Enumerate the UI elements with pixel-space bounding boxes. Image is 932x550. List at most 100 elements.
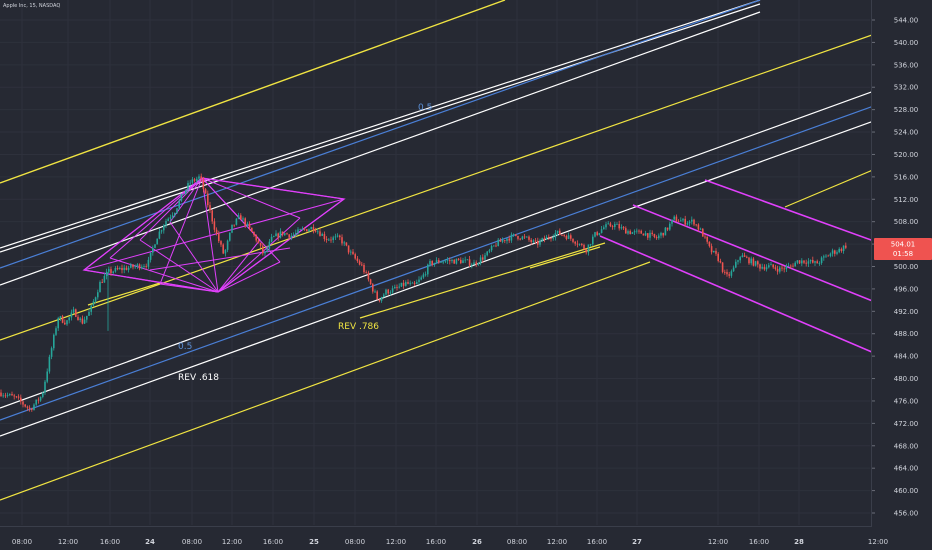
candle-down <box>15 396 18 398</box>
candle-down <box>816 261 818 264</box>
price-tick-label: 480.00 <box>894 375 919 383</box>
candle-up <box>42 392 44 397</box>
candle-down <box>255 234 257 241</box>
time-tick-label: 27 <box>632 538 642 546</box>
candle-down <box>378 299 381 301</box>
candle-up <box>554 232 557 238</box>
candle-down <box>805 262 807 264</box>
candle-down <box>369 279 372 285</box>
candle-down <box>347 245 350 253</box>
candle-up <box>660 232 662 236</box>
candle-up <box>149 252 152 260</box>
candle-down <box>101 281 103 283</box>
candle-down <box>759 264 761 269</box>
candle-down <box>515 234 517 236</box>
annotation-label: 0.5 <box>418 103 432 113</box>
candle-down <box>697 224 700 230</box>
candle-down <box>193 179 196 181</box>
candle-up <box>649 232 651 238</box>
candle-down <box>640 230 642 234</box>
candle-up <box>829 253 832 257</box>
candle-up <box>462 260 464 264</box>
candle-up <box>59 316 62 319</box>
candle-up <box>807 261 810 264</box>
candle-down <box>783 268 785 270</box>
candle-up <box>143 266 145 267</box>
candle-up <box>620 227 623 229</box>
candle-down <box>726 272 728 275</box>
time-axis[interactable]: 08:00 12:00 16:00 24 08:00 12:00 16:00 25 08:00 1… <box>0 526 888 550</box>
time-tick-label: 28 <box>794 538 804 546</box>
candle-up <box>229 232 231 241</box>
candle-down <box>4 395 7 397</box>
time-tick-label: 12:00 <box>708 538 728 546</box>
candle-down <box>11 394 13 396</box>
candle-up <box>785 266 788 270</box>
fan-ray-from-base <box>217 239 261 293</box>
candle-down <box>715 250 717 254</box>
candle-down <box>499 239 502 242</box>
candle-up <box>90 305 92 312</box>
candle-down <box>20 397 22 402</box>
time-tick-label: 12:00 <box>547 538 567 546</box>
candle-up <box>699 228 702 230</box>
candle-up <box>521 236 524 240</box>
candle-down <box>523 236 526 238</box>
candle-down <box>413 282 416 285</box>
price-tick-label: 512.00 <box>894 196 919 204</box>
candle-up <box>246 223 249 226</box>
candle-down <box>352 251 354 255</box>
price-tick-label: 488.00 <box>894 330 919 338</box>
candle-down <box>653 233 656 238</box>
last-price-badge <box>874 238 932 261</box>
candle-up <box>607 223 609 225</box>
candle-up <box>669 223 671 230</box>
price-tick-label: 492.00 <box>894 308 919 316</box>
candle-up <box>471 264 473 266</box>
rev-left-line <box>87 282 161 306</box>
candle-down <box>550 238 552 239</box>
candle-up <box>732 267 735 272</box>
candle-down <box>772 264 774 268</box>
candle-up <box>264 251 266 254</box>
candle-down <box>655 237 658 239</box>
candle-down <box>834 250 836 254</box>
fan-ray-from-peak <box>201 177 345 200</box>
candle-up <box>174 213 176 216</box>
candle-up <box>224 249 227 254</box>
candle-down <box>363 265 365 273</box>
white-lower-line-2 <box>0 99 932 437</box>
candle-up <box>336 235 339 237</box>
candle-up <box>169 217 172 219</box>
yellow-lower-line <box>0 261 651 501</box>
candle-up <box>279 231 282 238</box>
candle-down <box>537 240 539 245</box>
candle-up <box>801 260 803 264</box>
candle-up <box>308 229 310 232</box>
candle-down <box>262 245 264 254</box>
candle-down <box>312 227 315 231</box>
candle-down <box>776 268 779 272</box>
candle-up <box>603 227 605 230</box>
candle-up <box>455 258 458 264</box>
price-axis[interactable]: 456.00 460.00 464.00 468.00 472.00 476.00 480.… <box>871 0 932 550</box>
candle-down <box>585 249 587 253</box>
candle-down <box>710 246 713 253</box>
drawings[interactable] <box>0 0 932 501</box>
candle-up <box>273 236 275 237</box>
candle-up <box>405 282 407 286</box>
candle-up <box>6 394 9 396</box>
candle-down <box>752 258 755 266</box>
candle-up <box>594 232 596 237</box>
candle-up <box>156 238 158 245</box>
candle-up <box>473 262 475 265</box>
candle-up <box>552 237 554 239</box>
candle-up <box>163 225 165 231</box>
magenta-channel-mid <box>632 204 891 309</box>
candle-up <box>39 396 42 401</box>
candle-up <box>587 244 590 253</box>
candle-up <box>180 193 183 201</box>
candle-up <box>644 233 647 236</box>
